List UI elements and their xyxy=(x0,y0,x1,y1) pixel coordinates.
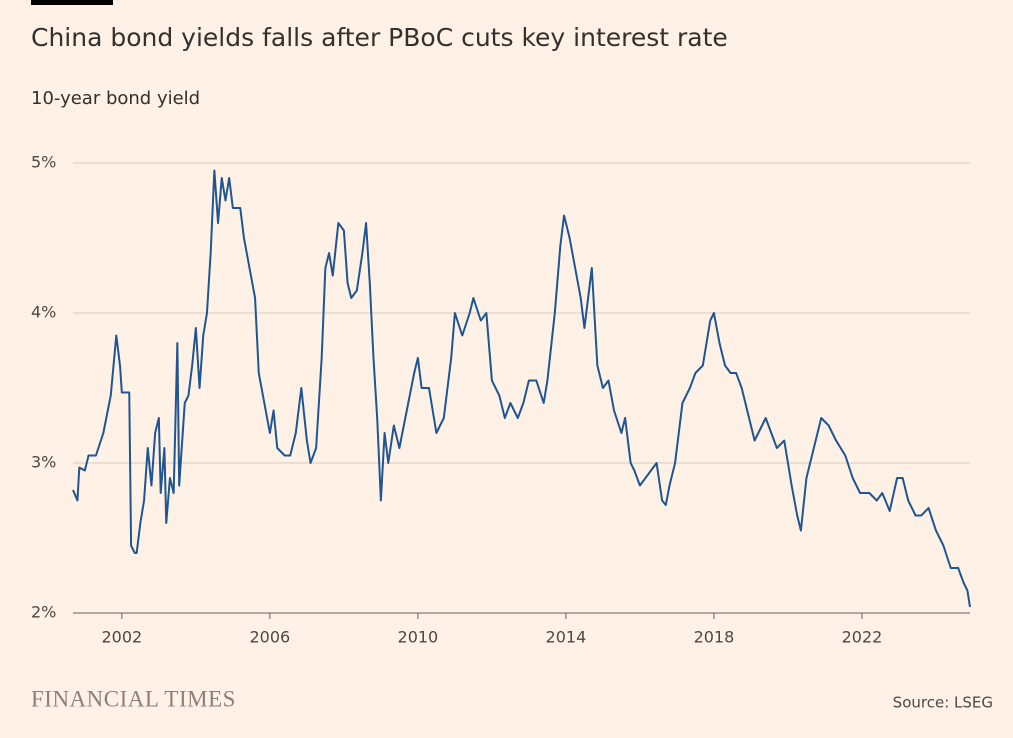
brand-logo: FINANCIAL TIMES xyxy=(31,686,236,711)
y-tick-label: 3% xyxy=(31,453,56,472)
x-tick-label: 2010 xyxy=(398,628,439,647)
x-tick-label: 2022 xyxy=(842,628,883,647)
source-note: Source: LSEG xyxy=(893,694,993,712)
y-tick-label: 2% xyxy=(31,603,56,622)
x-tick-label: 2014 xyxy=(546,628,587,647)
x-tick-label: 2006 xyxy=(250,628,291,647)
chart-subtitle: 10-year bond yield xyxy=(31,88,200,109)
yield-line xyxy=(72,169,971,608)
x-tick-label: 2002 xyxy=(101,628,142,647)
chart-title: China bond yields falls after PBoC cuts … xyxy=(31,23,728,52)
x-tick-label: 2018 xyxy=(694,628,735,647)
y-tick-label: 5% xyxy=(31,153,56,172)
brand-bar xyxy=(31,0,113,5)
y-tick-label: 4% xyxy=(31,303,56,322)
